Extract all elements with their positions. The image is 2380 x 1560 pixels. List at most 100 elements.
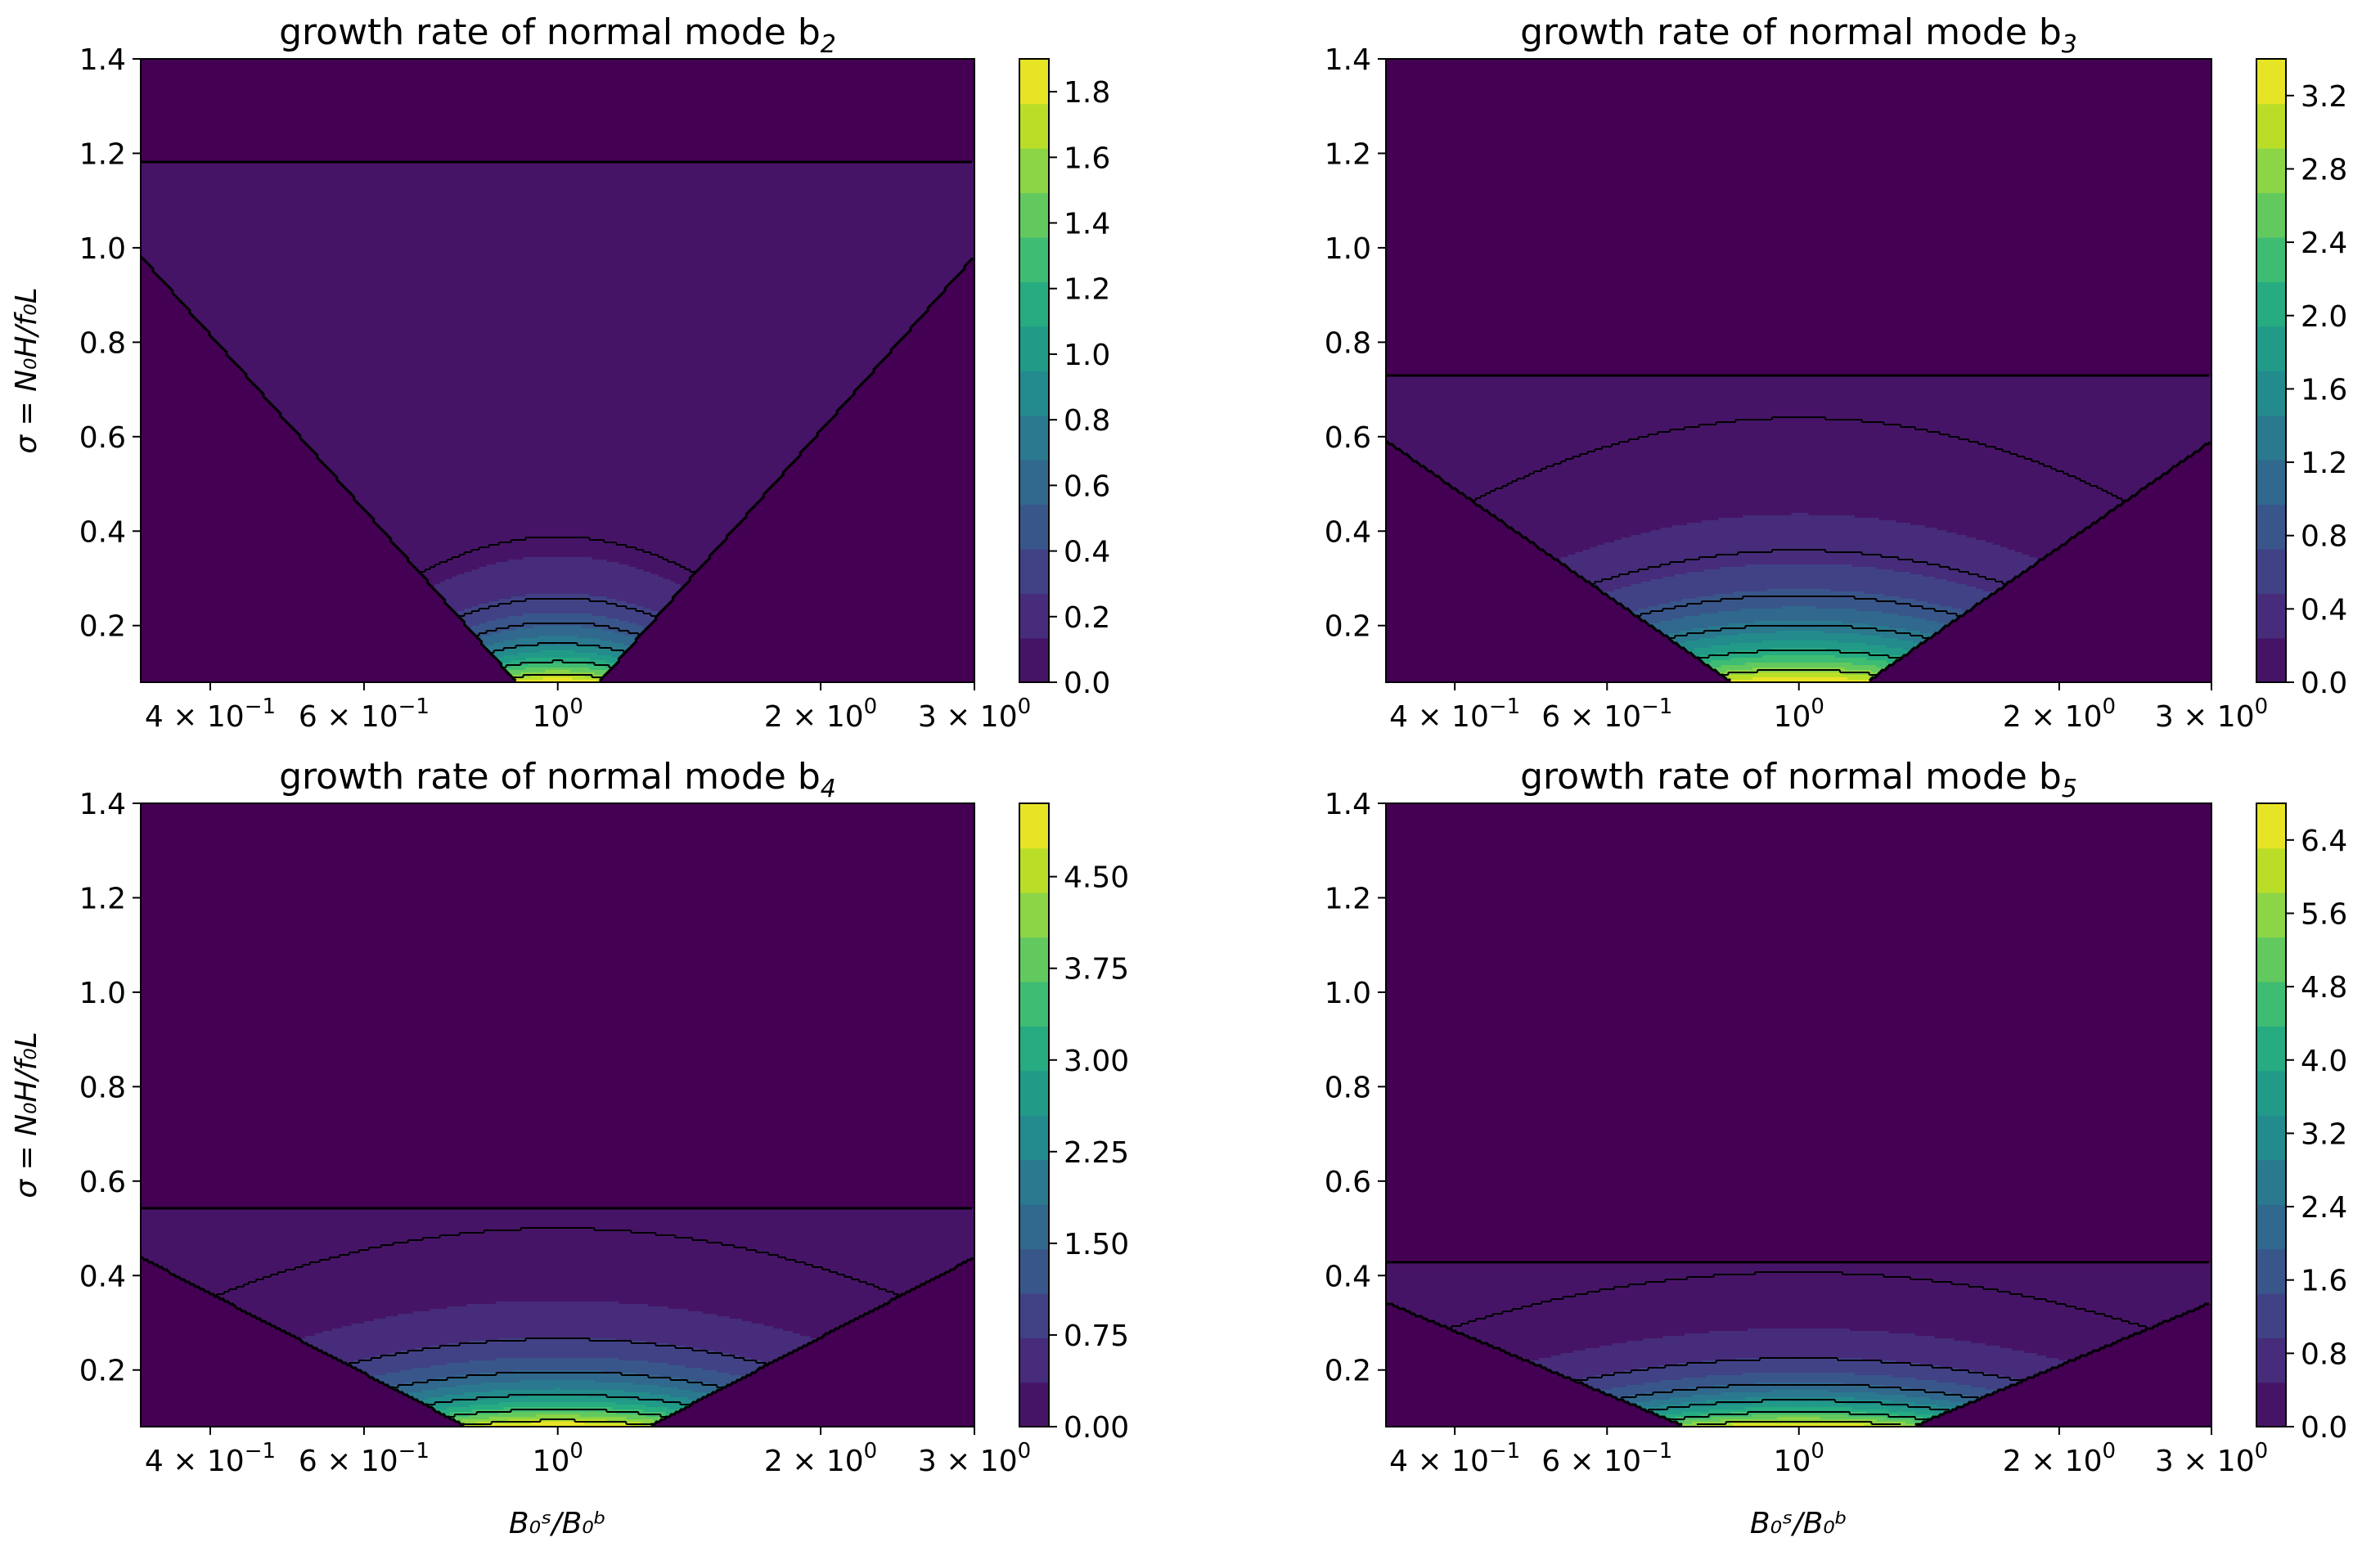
colorbar-band [2256,1026,2286,1072]
x-tick-label: 100 [533,1439,583,1478]
colorbar-frame [2256,58,2287,683]
heatmap-field [1386,59,2211,682]
y-tick-label: 1.2 [79,137,126,171]
y-tick-label: 1.0 [1325,977,1371,1010]
x-tick-label: 3 × 100 [918,1439,1031,1478]
x-tick-label: 100 [1774,695,1824,734]
colorbar-tick-label: 3.2 [2301,80,2347,114]
x-tick-label: 6 × 10−1 [1541,1439,1672,1478]
colorbar-tick-label: 1.6 [1064,142,1110,175]
colorbar-tick-label: 0.0 [2301,1411,2347,1445]
colorbar-band [1019,326,1049,371]
heatmap-field [1386,803,2211,1427]
colorbar-band [1019,59,1049,105]
colorbar-band [1019,548,1049,594]
colorbar-band [2256,981,2286,1027]
colorbar-band [1019,1248,1049,1294]
panel-title: growth rate of normal mode b3 [1520,11,2077,59]
y-tick-label: 0.6 [79,1166,126,1199]
x-tick-label: 4 × 10−1 [1389,695,1520,734]
y-tick-label: 1.2 [79,882,126,915]
colorbar-band [1019,1203,1049,1250]
colorbar-tick-label: 1.4 [1064,208,1110,241]
colorbar-tick-label: 4.0 [2301,1045,2347,1078]
colorbar-tick-label: 1.2 [1064,273,1110,307]
colorbar-band [1019,103,1049,149]
y-tick-label: 0.6 [79,421,126,455]
colorbar-band [2256,192,2286,238]
colorbar-band [2256,415,2286,461]
panel-mode-b2: 0.2 0.4 0.6 0.8 1.0 1.2 1.4 4 × 10−1 6 × 10−1 100… [10,11,1110,734]
colorbar-band [2256,281,2286,327]
colorbar-tick-label: 0.0 [2301,667,2347,700]
colorbar-band [2256,1293,2286,1338]
colorbar-tick-label: 0.8 [2301,520,2347,554]
contour-outer [141,160,974,681]
colorbar-tick-label: 0.6 [1064,470,1110,503]
colorbar-tick-label: 1.0 [1064,339,1110,372]
colorbar-band [2256,504,2286,550]
y-tick-label: 0.8 [79,1071,126,1104]
colorbar-tick-label: 4.8 [2301,971,2347,1005]
colorbar-band [1019,1337,1049,1383]
colorbar-band [2256,371,2286,416]
colorbar-band [1019,892,1049,938]
contour-line [1696,1421,1901,1425]
colorbar-tick-label: 0.0 [1064,667,1110,700]
colorbar-band [2256,1337,2286,1383]
x-axis-label: B₀ˢ/B₀ᵇ [509,1507,606,1540]
colorbar-tick-label: 0.8 [2301,1337,2347,1371]
colorbar-band [2256,803,2286,849]
colorbar-tick-label: 2.0 [2301,300,2347,334]
colorbar-tick-label: 1.6 [2301,1265,2347,1298]
x-tick-label: 6 × 10−1 [1541,695,1672,734]
panel-mode-b3: 0.2 0.4 0.6 0.8 1.0 1.2 1.4 4 × 10−1 6 × 10−1 100… [1325,11,2348,734]
colorbar-tick-label: 3.00 [1064,1045,1129,1078]
colorbar-tick-label: 4.50 [1064,861,1129,895]
y-tick-label: 1.0 [1325,232,1371,266]
colorbar-band [1019,459,1049,506]
x-tick-label: 6 × 10−1 [299,695,430,734]
colorbar-band [1019,192,1049,238]
colorbar-band [2256,103,2286,149]
panel-title: growth rate of normal mode b5 [1520,756,2077,803]
y-tick-label: 0.2 [1325,610,1371,644]
colorbar-tick-label: 0.8 [1064,404,1110,438]
heatmap-field [141,59,974,682]
colorbar-band [2256,892,2286,938]
colorbar-band [1019,1115,1049,1161]
colorbar-band [1019,637,1049,683]
colorbar-band [1019,847,1049,893]
colorbar-band [2256,593,2286,639]
y-tick-label: 0.4 [79,1260,126,1293]
y-tick-label: 0.4 [1325,1260,1371,1293]
colorbar-tick-label: 0.2 [1064,601,1110,635]
y-tick-label: 0.2 [79,610,126,644]
contour-outer [141,1207,974,1426]
x-tick-label: 2 × 100 [2003,695,2116,734]
colorbar-band [2256,59,2286,105]
y-tick-label: 1.4 [1325,43,1371,77]
x-tick-label: 2 × 100 [764,1439,877,1478]
y-tick-label: 0.6 [1325,421,1371,455]
y-tick-label: 1.4 [79,43,126,77]
colorbar-band [2256,459,2286,506]
colorbar-band [2256,548,2286,594]
colorbar-tick-label: 3.75 [1064,953,1129,987]
colorbar-band [1019,415,1049,461]
x-tick-label: 3 × 100 [2155,1439,2268,1478]
colorbar-band [2256,1203,2286,1250]
y-tick-label: 1.0 [79,232,126,266]
x-tick-label: 4 × 10−1 [145,1439,276,1478]
y-tick-label: 0.8 [1325,1071,1371,1104]
colorbar-frame [1019,58,1050,683]
colorbar-band [1019,1382,1049,1427]
colorbar-band [2256,1159,2286,1205]
colorbar-band [1019,981,1049,1027]
x-tick-label: 2 × 100 [764,695,877,734]
y-tick-label: 1.4 [79,788,126,821]
contour-outer [1386,1261,2210,1426]
y-tick-label: 1.2 [1325,882,1371,915]
colorbar-band [2256,326,2286,371]
y-axis-label: σ = N₀H/f₀L [10,1032,43,1198]
